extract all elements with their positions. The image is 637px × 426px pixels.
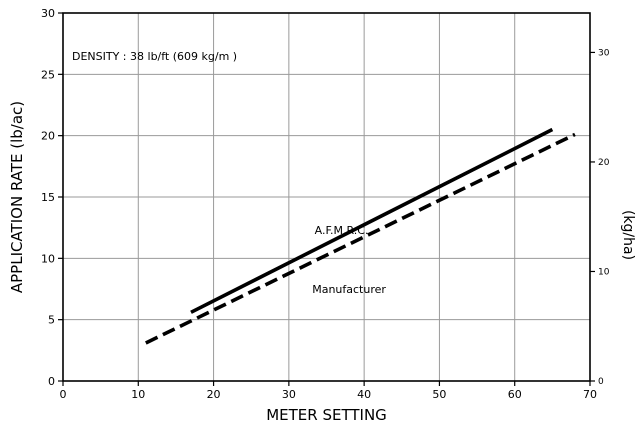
y2-axis-title: (kg/ha) [620,210,636,260]
y-tick-label: 20 [41,130,55,143]
x-tick-label: 40 [357,388,371,401]
y2-tick-label: 10 [598,267,610,277]
y-tick-label: 25 [41,68,55,81]
x-tick-label: 50 [432,388,446,401]
y2-tick-label: 30 [598,48,610,58]
grid-lines [63,13,590,381]
density-annotation: DENSITY : 38 lb/ft (609 kg/m ) [72,50,237,63]
series-lines [145,127,576,345]
x-tick-label: 30 [282,388,296,401]
x-tick-label: 10 [131,388,145,401]
y-tick-label: 15 [41,191,55,204]
x-tick-label: 0 [60,388,67,401]
series-label-manufacturer: Manufacturer [312,283,386,296]
y-tick-label: 5 [48,314,55,327]
y-tick-label: 10 [41,252,55,265]
y2-tick-label: 20 [598,158,610,168]
y-tick-label: 30 [41,7,55,20]
axis-ticks [58,12,595,386]
x-tick-label: 70 [583,388,597,401]
y2-tick-label: 0 [598,377,604,387]
series-label-afmrc: A.F.M.R.C. [315,224,369,237]
x-axis-title: METER SETTING [266,406,387,424]
series-line-manufacturer [145,132,576,345]
y-tick-label: 0 [48,375,55,388]
y-axis-title: APPLICATION RATE (lb/ac) [8,101,26,293]
series-line-afmrc [190,127,554,314]
x-tick-label: 60 [508,388,522,401]
x-tick-label: 20 [207,388,221,401]
